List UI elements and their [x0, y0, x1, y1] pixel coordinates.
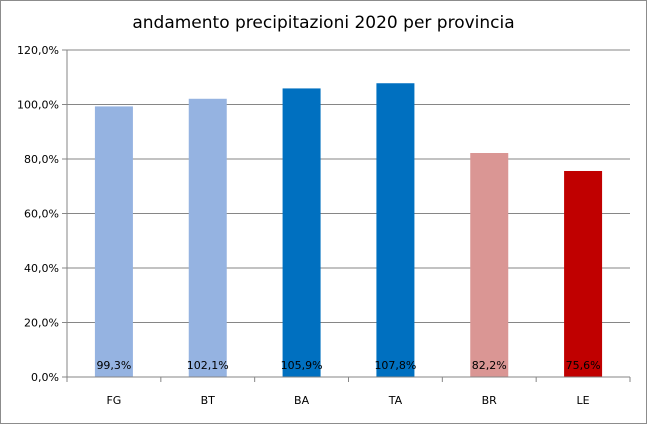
x-tick-label: BT: [201, 394, 216, 407]
data-label-ba: 105,9%: [281, 359, 323, 372]
data-label-le: 75,6%: [566, 359, 601, 372]
y-tick-label: 120,0%: [17, 44, 59, 57]
gridlines: [67, 49, 630, 323]
bar-br: [470, 153, 509, 377]
y-tick-label: 40,0%: [24, 262, 59, 275]
x-tick-label: BA: [294, 394, 310, 407]
data-label-br: 82,2%: [472, 359, 507, 372]
y-tick-label: 0,0%: [31, 371, 59, 384]
y-tick-label: 20,0%: [24, 317, 59, 330]
bar-bt: [188, 98, 227, 377]
bar-ta: [376, 83, 415, 378]
x-tick-label: TA: [388, 394, 403, 407]
bar-ba: [282, 88, 321, 378]
bars: [94, 83, 603, 378]
x-tick-label: BR: [482, 394, 498, 407]
x-axis-ticks: FG BT BA TA BR LE: [66, 377, 631, 407]
x-tick-label: FG: [106, 394, 121, 407]
y-tick-label: 100,0%: [17, 99, 59, 112]
y-tick-label: 60,0%: [24, 208, 59, 221]
bar-le: [564, 170, 603, 377]
y-axis-ticks: 0,0% 20,0% 40,0% 60,0% 80,0% 100,0% 120,0%: [17, 44, 67, 384]
data-label-ta: 107,8%: [374, 359, 416, 372]
data-labels: 99,3% 102,1% 105,9% 107,8% 82,2% 75,6%: [96, 359, 600, 372]
bar-fg: [94, 106, 133, 377]
chart-title: andamento precipitazioni 2020 per provin…: [132, 13, 515, 33]
data-label-fg: 99,3%: [96, 359, 131, 372]
y-tick-label: 80,0%: [24, 153, 59, 166]
x-tick-label: LE: [577, 394, 590, 407]
axes: [66, 50, 630, 378]
data-label-bt: 102,1%: [187, 359, 229, 372]
